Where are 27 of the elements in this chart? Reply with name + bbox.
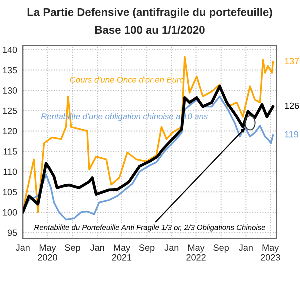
y-tick-label: 140	[3, 46, 18, 54]
x-tick-label: Jan	[239, 244, 253, 252]
y-tick-label: 125	[3, 108, 18, 114]
x-tick-label: May 2023	[261, 244, 280, 261]
data-label: 119	[285, 131, 298, 138]
x-tick-label: Sep	[65, 244, 80, 253]
x-tick-label: May 2021	[112, 244, 132, 261]
data-label: 137	[285, 58, 300, 65]
y-tick-label: 130	[3, 88, 18, 94]
x-tick-label: May 2020	[38, 244, 58, 261]
data-label: 126	[285, 102, 300, 110]
y-tick-label: 115	[4, 148, 18, 155]
y-tick-label: 135	[3, 67, 18, 74]
x-tick-label: Sep	[214, 244, 229, 253]
y-tick-label: 120	[3, 128, 18, 135]
x-tick-label: Jan	[16, 244, 30, 252]
y-tick-label: 110	[4, 168, 18, 176]
x-tick-label: May 2022	[186, 244, 206, 261]
x-tick-label: Jan	[90, 244, 104, 252]
x-tick-label: Sep	[139, 244, 155, 253]
y-tick-label: 100	[3, 209, 18, 216]
y-tick-label: 95	[8, 230, 18, 236]
line-series	[23, 56, 274, 214]
chart-subtitle: Base 100 au 1/1/2020	[95, 26, 205, 34]
y-tick-label: 105	[3, 189, 18, 196]
x-tick-label: Jan	[164, 244, 179, 252]
chart-title: La Partie Defensive (antifragile du portefeuille)	[28, 8, 272, 19]
